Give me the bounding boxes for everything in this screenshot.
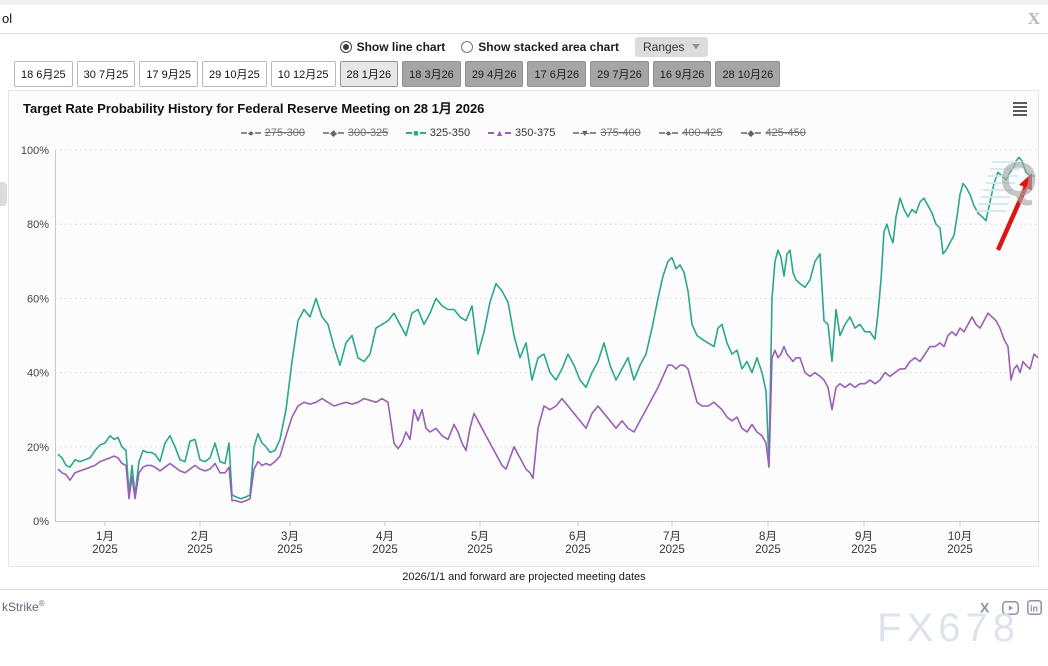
side-panel-handle[interactable]: [0, 182, 7, 206]
legend-item-275-300[interactable]: ● 275-300: [241, 127, 305, 139]
close-icon[interactable]: X: [1027, 9, 1040, 28]
meeting-tab[interactable]: 16 9月26: [652, 61, 712, 87]
legend-label: 325-350: [429, 127, 471, 139]
legend-marker: ●: [241, 128, 261, 138]
meeting-tab[interactable]: 29 4月26: [464, 61, 524, 87]
meeting-tab[interactable]: 29 7月26: [590, 61, 649, 87]
legend-item-375-400[interactable]: ▼ 375-400: [573, 127, 641, 139]
ranges-label: Ranges: [643, 39, 685, 54]
chart-legend: ● 275-300 ◆ 300-325 ■ 325-350 ▲ 350-375 ▼ 375-400…: [9, 127, 1038, 139]
meeting-tab[interactable]: 17 6月26: [527, 61, 587, 87]
radio-selected-icon: [339, 40, 352, 53]
legend-item-300-325[interactable]: ◆ 300-325: [323, 127, 388, 139]
legend-item-350-375[interactable]: ▲ 350-375: [488, 127, 555, 139]
youtube-icon[interactable]: [1002, 600, 1019, 615]
chart-footnote: 2026/1/1 and forward are projected meeti…: [402, 571, 646, 583]
x-icon[interactable]: X: [979, 600, 994, 615]
meeting-tab[interactable]: 28 1月26: [339, 61, 399, 87]
social-links: X in: [979, 600, 1042, 615]
meeting-tab[interactable]: 18 3月26: [402, 61, 461, 87]
meeting-tab[interactable]: 10 12月25: [270, 61, 336, 87]
chart-type-controls: Show line chart Show stacked area chart …: [0, 35, 1048, 58]
legend-marker: ▼: [573, 128, 597, 138]
legend-marker: ▲: [488, 128, 512, 138]
registered-mark: ®: [38, 599, 45, 608]
footer-divider: [0, 589, 1048, 590]
chevron-down-icon: [692, 44, 701, 49]
legend-marker: ◆: [323, 128, 344, 138]
meeting-tab[interactable]: 28 10月26: [715, 61, 781, 87]
legend-marker: ●: [658, 128, 679, 138]
linkedin-icon[interactable]: in: [1027, 600, 1042, 615]
meeting-tab[interactable]: 30 7月25: [76, 61, 136, 87]
radio-unselected-icon: [461, 40, 474, 53]
legend-label: 425-450: [765, 127, 806, 139]
svg-text:in: in: [1030, 604, 1038, 614]
legend-item-425-450[interactable]: ◆ 425-450: [740, 127, 806, 139]
meeting-date-tabs: 18 6月25 30 7月25 17 9月25 29 10月25 10 12月25 28 …: [14, 61, 781, 87]
legend-item-325-350[interactable]: ■ 325-350: [406, 127, 470, 139]
legend-marker: ◆: [740, 128, 762, 138]
brand-text: kStrike: [2, 600, 39, 614]
legend-item-400-425[interactable]: ● 400-425: [658, 127, 723, 139]
radio-area-label: Show stacked area chart: [478, 39, 620, 54]
legend-label: 275-300: [264, 127, 305, 139]
legend-marker: ■: [406, 128, 426, 138]
chart-title: Target Rate Probability History for Fede…: [23, 101, 485, 116]
header-bar: ol X: [0, 5, 1048, 34]
radio-show-line-chart[interactable]: Show line chart: [339, 39, 446, 54]
top-strip: [0, 0, 1048, 5]
fx678-watermark: FX678: [877, 606, 1020, 650]
legend-label: 375-400: [600, 127, 641, 139]
legend-label: 400-425: [682, 127, 723, 139]
hamburger-menu-icon[interactable]: [1013, 102, 1027, 118]
svg-text:X: X: [980, 600, 990, 615]
radio-show-stacked-area-chart[interactable]: Show stacked area chart: [461, 40, 619, 54]
chart-panel: Target Rate Probability History for Fede…: [8, 90, 1039, 567]
legend-label: 350-375: [515, 127, 556, 139]
meeting-tab[interactable]: 29 10月25: [201, 61, 267, 87]
ranges-dropdown[interactable]: Ranges: [635, 36, 709, 57]
quikstrike-brand: kStrike®: [2, 599, 45, 614]
radio-line-label: Show line chart: [356, 39, 446, 54]
legend-label: 300-325: [347, 127, 389, 139]
meeting-tab[interactable]: 18 6月25: [14, 61, 73, 87]
header-partial-text: ol: [2, 11, 13, 26]
meeting-tab[interactable]: 17 9月25: [139, 61, 198, 87]
